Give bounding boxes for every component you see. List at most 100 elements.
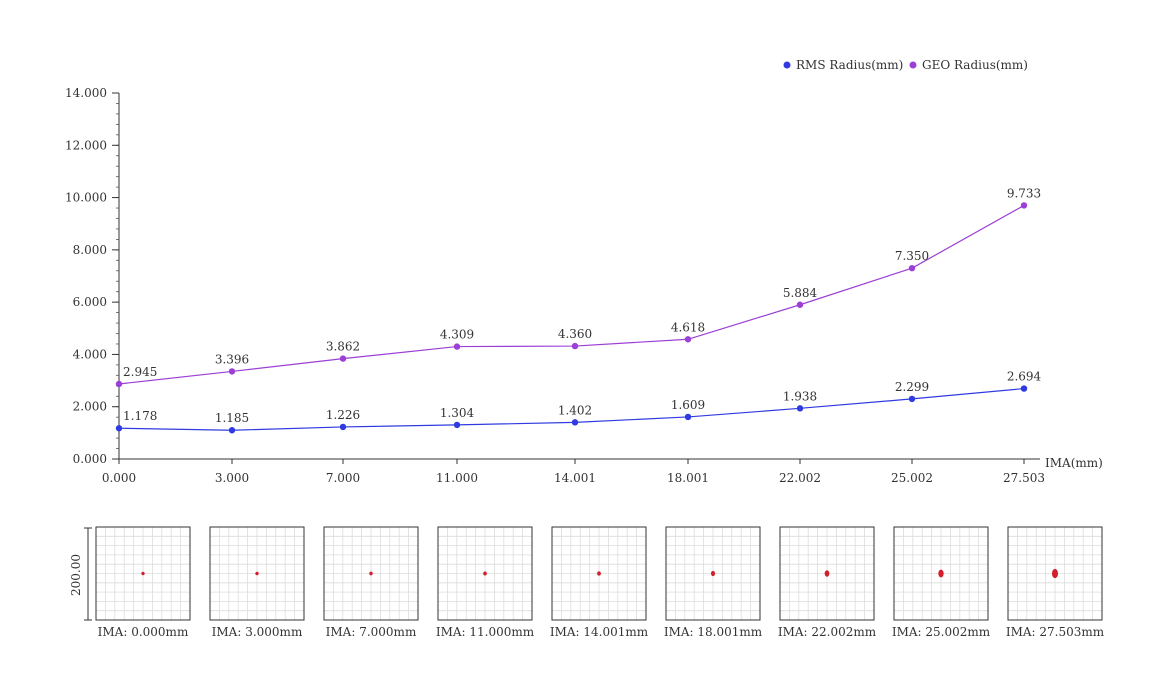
data-label-rms: 1.402 [558,403,592,417]
spot-frame [323,526,419,621]
x-tick-label: 18.001 [667,471,709,485]
data-point-rms [684,413,692,421]
spot-frame [779,526,875,621]
data-label-rms: 2.299 [895,380,929,394]
data-point-rms [228,427,236,434]
y-tick-label: 4.000 [73,347,107,361]
data-label-geo: 3.862 [326,340,360,354]
x-tick-label: 14.001 [554,471,596,485]
data-point-geo [115,380,123,388]
data-point-geo [796,301,804,308]
y-tick-label: 2.000 [73,400,107,414]
spot-diagram-label: IMA: 7.000mm [326,625,417,639]
spot-diagram-label: IMA: 3.000mm [212,625,303,639]
data-label-geo: 2.945 [123,365,157,379]
data-point-rms [1020,385,1028,392]
spot-frame [551,526,647,621]
data-label-rms: 1.226 [326,408,360,422]
spot-diagram: IMA: 22.002mm [778,526,877,639]
spot-diagram: IMA: 11.000mm [436,526,535,639]
spot-dot [255,571,259,576]
spot-dot [597,571,601,576]
data-point-rms [571,419,579,426]
legend-marker-geo [909,61,917,69]
data-point-geo [1020,202,1028,209]
spot-diagram: IMA: 18.001mm [664,526,763,639]
spot-frame [209,526,305,621]
spot-frame [437,526,533,621]
data-point-rms [908,395,916,403]
spot-dot [938,569,944,578]
data-label-geo: 3.396 [215,352,249,366]
spot-diagram-label: IMA: 14.001mm [550,625,649,639]
data-point-rms [796,405,804,412]
data-point-rms [453,421,461,429]
x-tick-label: 7.000 [326,471,360,485]
legend-marker-rms [783,61,791,69]
data-label-geo: 4.618 [671,320,705,334]
x-axis-title: IMA(mm) [1045,456,1103,470]
spot-dot [824,570,830,577]
spot-frame [1007,526,1103,621]
data-point-rms [339,423,347,431]
data-point-geo [908,264,916,272]
legend-label-geo: GEO Radius(mm) [922,58,1028,72]
x-tick-label: 11.000 [436,471,478,485]
data-label-geo: 9.733 [1007,186,1041,200]
spot-dot [141,571,145,576]
data-label-rms: 1.938 [783,389,817,403]
data-point-geo [228,368,236,375]
spot-diagram-label: IMA: 0.000mm [98,625,189,639]
x-tick-label: 22.002 [779,471,821,485]
data-point-rms [115,425,123,432]
spot-scale-label: 200.00 [69,554,83,596]
spot-dot [710,570,716,577]
legend-label-rms: RMS Radius(mm) [796,58,903,72]
x-tick-label: 0.000 [102,471,136,485]
y-tick-label: 8.000 [73,243,107,257]
spot-frame [665,526,761,621]
spot-diagram: IMA: 25.002mm [892,526,991,639]
data-label-rms: 1.304 [440,406,475,420]
data-label-rms: 1.609 [671,398,705,412]
data-point-geo [339,355,347,362]
data-point-geo [453,343,461,350]
spot-diagram: IMA: 7.000mm [323,526,419,639]
spot-diagram-label: IMA: 18.001mm [664,625,763,639]
series-layer: 1.178 1.185 1.226 1.304 1.402 1.609 1.938 2.299… [115,186,1042,434]
spot-dot [1051,568,1059,579]
x-tick-label: 27.503 [1003,471,1045,485]
data-label-geo: 4.309 [440,328,474,342]
spot-diagram: IMA: 14.001mm [550,526,649,639]
y-tick-label: 12.000 [65,138,107,152]
spot-diagram: IMA: 3.000mm [209,526,305,639]
data-label-rms: 2.694 [1007,370,1042,384]
data-label-geo: 7.350 [895,249,929,263]
spot-diagram-label: IMA: 11.000mm [436,625,535,639]
spot-dot [369,571,373,576]
x-tick-label: 3.000 [215,471,249,485]
legend: RMS Radius(mm) GEO Radius(mm) [783,58,1028,72]
spot-diagram: IMA: 27.503mm [1006,526,1105,639]
data-point-geo [684,336,692,343]
data-point-geo [571,342,579,350]
spot-diagram-label: IMA: 27.503mm [1006,625,1105,639]
y-tick-label: 14.000 [65,86,107,100]
spot-diagram-label: IMA: 22.002mm [778,625,877,639]
spot-diagram: IMA: 0.000mm [95,526,191,639]
data-label-rms: 1.185 [215,411,249,425]
series-line-geo [118,204,1025,385]
y-tick-label: 0.000 [73,452,107,466]
spot-diagram-label: IMA: 25.002mm [892,625,991,639]
data-label-geo: 5.884 [783,286,818,300]
x-axis: 0.000 3.000 7.000 11.000 14.001 18.001 22.002 2… [102,458,1045,485]
data-label-rms: 1.178 [123,409,157,423]
spot-dot [483,571,487,576]
spot-frame [893,526,989,621]
spot-diagrams: 200.00 IMA: 0.000mm IMA: 3.000mm IMA: 7.00… [69,526,1105,639]
data-label-geo: 4.360 [558,327,592,341]
y-axis: 0.000 2.000 4.000 6.000 8.000 10.000 12.000 14.… [65,86,120,466]
spot-frame [95,526,191,621]
y-tick-label: 10.000 [65,191,107,205]
